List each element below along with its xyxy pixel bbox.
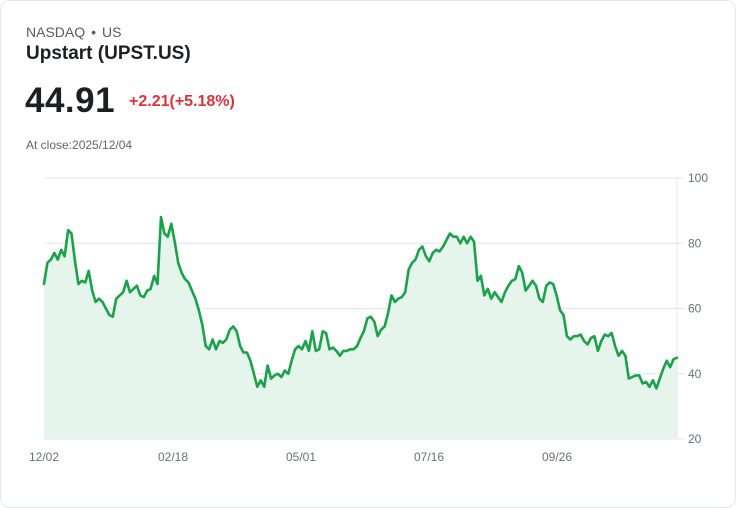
region: US xyxy=(102,24,122,40)
x-axis-labels: 12/02 02/18 05/01 07/16 09/26 xyxy=(29,450,572,464)
separator-dot: • xyxy=(91,24,97,40)
x-tick-label: 09/26 xyxy=(542,450,572,464)
y-tick-label: 20 xyxy=(688,432,702,446)
y-axis-labels: 100 80 60 40 20 xyxy=(688,171,708,446)
exchange-name: NASDAQ xyxy=(26,24,86,40)
x-tick-label: 02/18 xyxy=(158,450,188,464)
stock-title: Upstart (UPST.US) xyxy=(26,43,191,64)
price-line xyxy=(42,215,679,390)
x-tick-label: 05/01 xyxy=(286,450,316,464)
price-change: +2.21(+5.18%) xyxy=(129,93,235,110)
y-tick-label: 40 xyxy=(688,367,702,381)
y-tick-label: 80 xyxy=(688,236,702,250)
close-timestamp: At close:2025/12/04 xyxy=(26,138,133,152)
price-area-fill xyxy=(44,217,677,439)
price-chart[interactable]: 100 80 60 40 20 12/02 02/18 05/01 07/16 09/26 xyxy=(1,161,736,471)
x-tick-label: 07/16 xyxy=(414,450,444,464)
x-tick-label: 12/02 xyxy=(29,450,59,464)
y-tick-label: 100 xyxy=(688,171,708,185)
exchange-line: NASDAQ • US xyxy=(26,24,121,40)
y-tick-label: 60 xyxy=(688,302,702,316)
current-price: 44.91 xyxy=(25,81,116,120)
